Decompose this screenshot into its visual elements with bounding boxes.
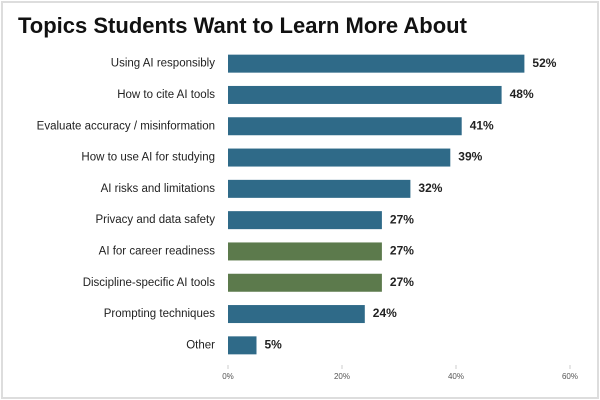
y-tick-label: Other xyxy=(186,339,215,351)
bar xyxy=(228,336,257,355)
y-tick-label: Prompting techniques xyxy=(104,308,215,320)
x-tick-label: 60% xyxy=(562,372,578,381)
value-label: 32% xyxy=(418,181,442,195)
bar xyxy=(228,179,411,198)
x-tick-label: 40% xyxy=(448,372,464,381)
value-label: 5% xyxy=(265,338,283,352)
x-tick-label: 20% xyxy=(334,372,350,381)
bar xyxy=(228,54,525,73)
y-tick-label: AI risks and limitations xyxy=(101,183,216,195)
value-label: 27% xyxy=(390,244,414,258)
chart-title: Topics Students Want to Learn More About xyxy=(18,13,468,38)
bar xyxy=(228,273,382,292)
y-tick-label: How to cite AI tools xyxy=(117,89,215,101)
value-label: 48% xyxy=(510,87,534,101)
value-label: 52% xyxy=(532,56,556,70)
bar xyxy=(228,85,502,104)
bar xyxy=(228,148,451,167)
value-label: 27% xyxy=(390,212,414,226)
bar xyxy=(228,211,382,230)
y-tick-label: How to use AI for studying xyxy=(81,152,215,164)
y-tick-label: AI for career readiness xyxy=(99,245,216,257)
bar xyxy=(228,117,462,136)
y-tick-label: Discipline-specific AI tools xyxy=(83,277,216,289)
value-label: 41% xyxy=(470,118,494,132)
y-tick-label: Evaluate accuracy / misinformation xyxy=(37,120,215,132)
x-tick-label: 0% xyxy=(222,372,234,381)
value-label: 27% xyxy=(390,275,414,289)
value-label: 24% xyxy=(373,306,397,320)
y-tick-label: Privacy and data safety xyxy=(95,214,215,226)
y-tick-label: Using AI responsibly xyxy=(111,58,215,70)
value-label: 39% xyxy=(458,150,482,164)
bar xyxy=(228,242,382,261)
bar xyxy=(228,305,365,324)
